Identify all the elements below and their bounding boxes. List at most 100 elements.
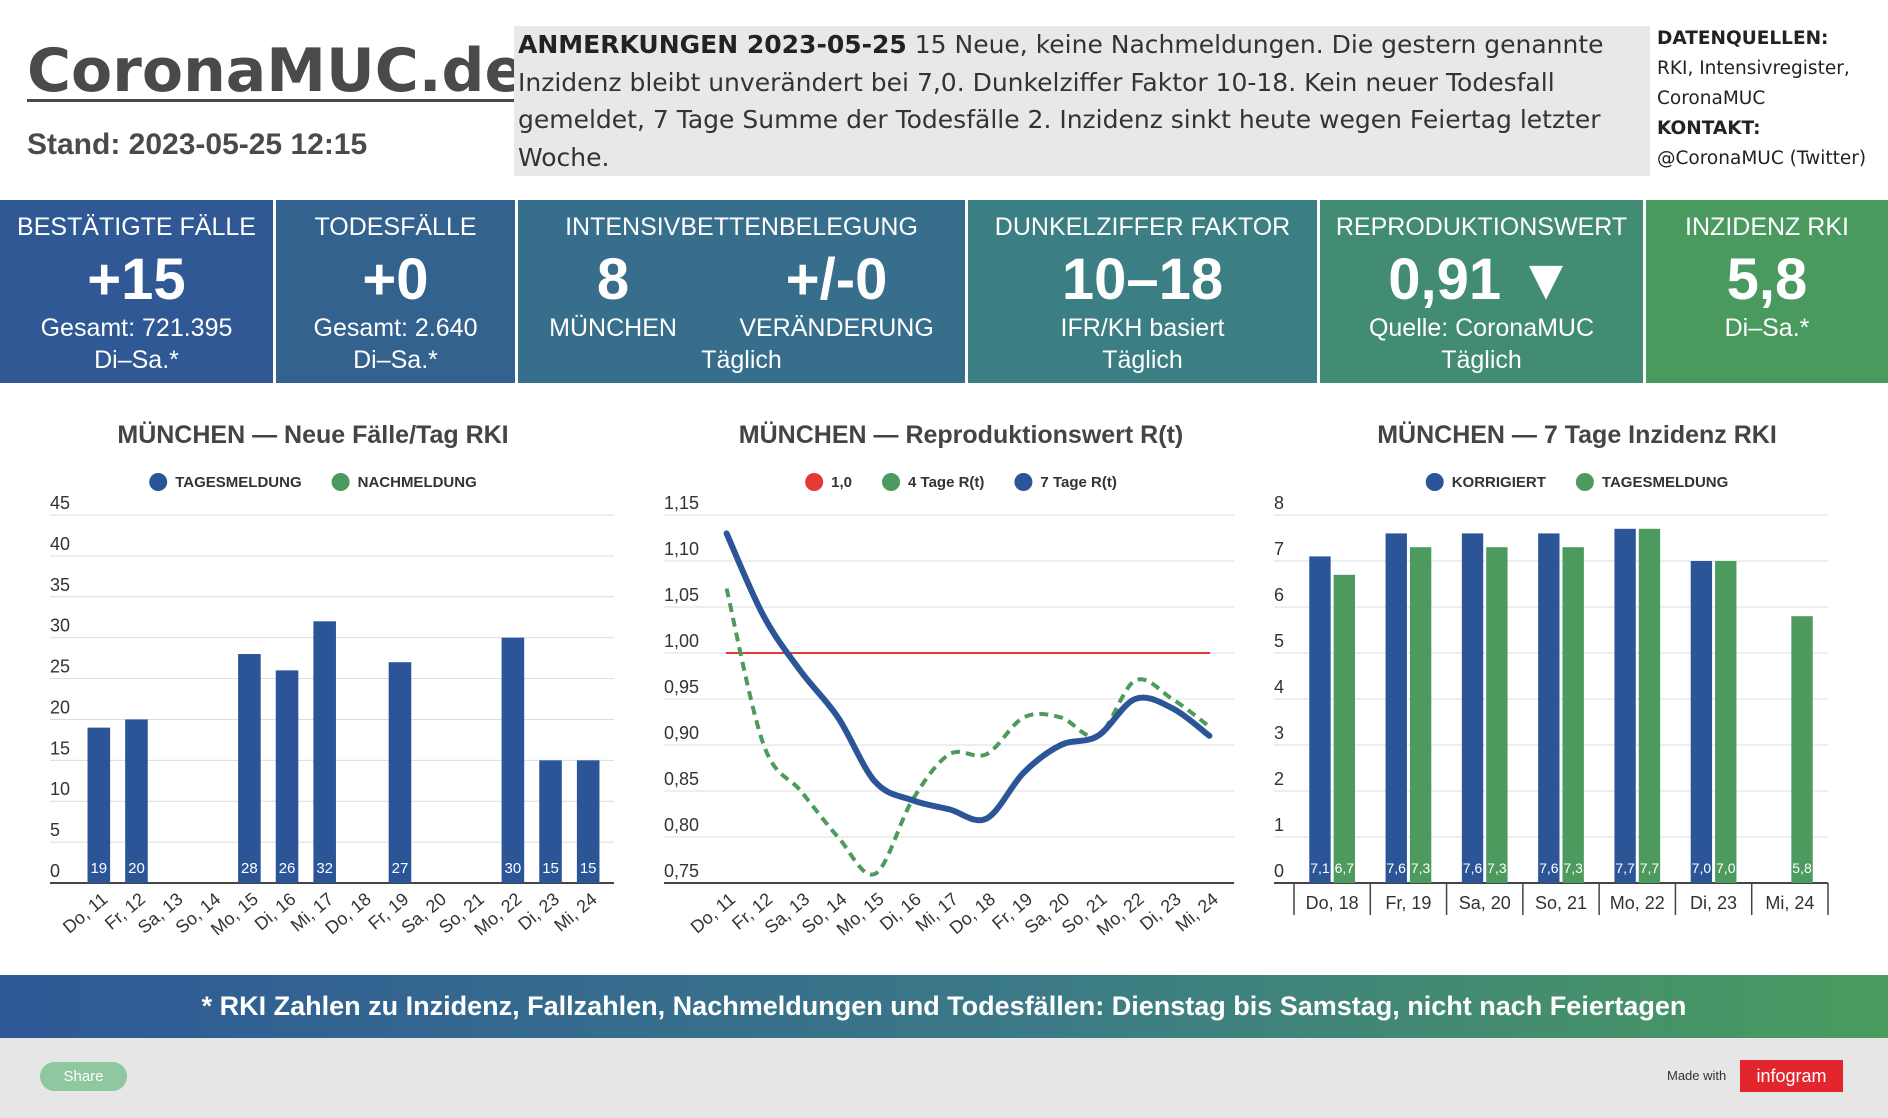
y-tick-label: 1	[1274, 815, 1284, 835]
bar-label: 7,3	[1487, 860, 1507, 876]
kpi-value: 5,8	[1726, 247, 1808, 312]
y-tick-label: 2	[1274, 769, 1284, 789]
legend-marker	[882, 473, 901, 491]
bar-label: 7,7	[1640, 860, 1660, 876]
legend-marker	[331, 473, 350, 491]
notes-label: ANMERKUNGEN 2023-05-25	[518, 30, 907, 59]
kpi-title: TODESFÄLLE	[314, 213, 477, 241]
x-tick-label: Fr, 19	[1385, 893, 1431, 913]
bar	[1409, 547, 1432, 883]
bar-label: 28	[241, 860, 258, 877]
contact-text: @CoronaMUC (Twitter)	[1657, 148, 1867, 169]
kpi-title: REPRODUKTIONSWERT	[1335, 213, 1628, 241]
chart-title: MÜNCHEN — 7 Tage Inzidenz RKI	[1377, 420, 1777, 449]
kpi-pair: 8 MÜNCHEN +/-0 VERÄNDERUNG	[518, 242, 965, 344]
y-tick-label: 15	[50, 738, 70, 758]
bar-label: 26	[279, 860, 296, 877]
kpi-line: Di–Sa.*	[94, 346, 179, 374]
kpi-line: Di–Sa.*	[1724, 314, 1810, 342]
bar-label: 27	[392, 860, 409, 877]
bar	[501, 637, 525, 883]
legend: 1,0 4 Tage R(t) 7 Tage R(t)	[805, 473, 1117, 491]
bar-label: 7,3	[1563, 860, 1583, 876]
bar	[1385, 533, 1407, 883]
x-tick-label: Mi, 24	[1765, 893, 1814, 913]
kpi-box: REPRODUKTIONSWERT 0,91 ▼ Quelle: CoronaM…	[1320, 200, 1643, 383]
y-tick-label: 6	[1274, 585, 1284, 605]
kpi-line: Gesamt: 2.640	[313, 314, 478, 342]
chart-title: MÜNCHEN — Reproduktionswert R(t)	[739, 420, 1183, 449]
x-tick-label: Mi, 24	[1172, 889, 1222, 936]
y-tick-label: 35	[50, 575, 70, 595]
y-tick-label: 0	[1274, 861, 1284, 881]
y-tick-label: 45	[50, 493, 70, 513]
y-tick-label: 4	[1274, 677, 1284, 697]
bar-label: 7,6	[1539, 860, 1559, 876]
share-button[interactable]: Share	[40, 1062, 127, 1091]
bar	[1538, 533, 1560, 883]
brand-badge[interactable]: infogram	[1740, 1060, 1843, 1092]
legend-label: TAGESMELDUNG	[1602, 474, 1728, 491]
bar	[1791, 616, 1813, 883]
y-tick-label: 0,95	[664, 677, 699, 697]
kpi-value: +15	[87, 247, 186, 312]
legend-label: 1,0	[831, 474, 852, 491]
y-tick-label: 40	[50, 534, 70, 554]
bar	[1333, 574, 1356, 883]
kpi-line: Di–Sa.*	[353, 346, 438, 374]
bar	[1638, 528, 1661, 883]
site-title: CoronaMUC.de	[27, 36, 526, 106]
kpi-line: Gesamt: 721.395	[40, 314, 233, 342]
bar-label: 7,0	[1692, 860, 1712, 876]
x-tick-label: Do, 11	[59, 889, 111, 938]
kpi-value: +0	[362, 247, 429, 312]
legend-marker	[149, 473, 168, 491]
y-tick-label: 10	[50, 779, 70, 799]
kpi-value: 0,91 ▼	[1388, 247, 1575, 312]
x-tick-label: Mi, 24	[550, 889, 600, 936]
legend: TAGESMELDUNG NACHMELDUNG	[149, 473, 477, 491]
notes: ANMERKUNGEN 2023-05-25 15 Neue, keine Na…	[514, 26, 1650, 176]
legend-label: 4 Tage R(t)	[908, 474, 984, 491]
bar-label: 7,0	[1716, 860, 1736, 876]
bar	[275, 670, 299, 883]
made-with: Made with	[1667, 1068, 1727, 1083]
brand-label: infogram	[1756, 1065, 1827, 1086]
bar	[87, 727, 111, 883]
kpi-line: IFR/KH basiert	[1060, 314, 1225, 342]
bar-label: 7,3	[1411, 860, 1431, 876]
y-tick-label: 3	[1274, 723, 1284, 743]
kpi-value: +/-0	[785, 247, 888, 312]
x-tick-label: Mo, 22	[1610, 893, 1665, 913]
y-tick-label: 25	[50, 657, 70, 677]
legend-marker	[1425, 473, 1444, 491]
bar	[313, 621, 336, 883]
kpi-item-label: MÜNCHEN	[549, 314, 677, 342]
kpi-title: DUNKELZIFFER FAKTOR	[994, 213, 1291, 241]
sources-text: RKI, Intensivregister, CoronaMUC	[1657, 58, 1850, 109]
y-tick-label: 0,90	[664, 723, 699, 743]
kpi-value: 10–18	[1061, 247, 1224, 312]
y-tick-label: 5	[50, 820, 60, 840]
kpi-box: DUNKELZIFFER FAKTOR 10–18 IFR/KH basiert…	[968, 200, 1317, 383]
y-tick-label: 0,75	[664, 861, 699, 881]
y-tick-label: 5	[1274, 631, 1284, 651]
legend-label: 7 Tage R(t)	[1040, 474, 1116, 491]
kpi-line: Täglich	[1441, 346, 1522, 374]
kpi-line: Quelle: CoronaMUC	[1368, 314, 1595, 342]
footer-banner: * RKI Zahlen zu Inzidenz, Fallzahlen, Na…	[0, 975, 1888, 1038]
bar	[1309, 556, 1331, 883]
y-tick-label: 1,10	[664, 539, 699, 559]
charts: MÜNCHEN — Neue Fälle/Tag RKI TAGESMELDUNG…	[50, 420, 1829, 939]
bar-label: 7,6	[1387, 860, 1407, 876]
legend-label: NACHMELDUNG	[358, 474, 477, 491]
legend-label: TAGESMELDUNG	[175, 474, 301, 491]
line	[724, 588, 1211, 877]
x-tick-label: Do, 11	[687, 889, 739, 938]
kpi-box: INTENSIVBETTENBELEGUNG 8 MÜNCHEN +/-0 VE…	[518, 200, 965, 383]
kpi-strip: BESTÄTIGTE FÄLLE +15 Gesamt: 721.395 Di–…	[0, 200, 1888, 383]
legend-marker	[1014, 473, 1033, 491]
bar	[125, 719, 148, 883]
kpi-line: Täglich	[1102, 346, 1183, 374]
y-tick-label: 1,15	[664, 493, 699, 513]
